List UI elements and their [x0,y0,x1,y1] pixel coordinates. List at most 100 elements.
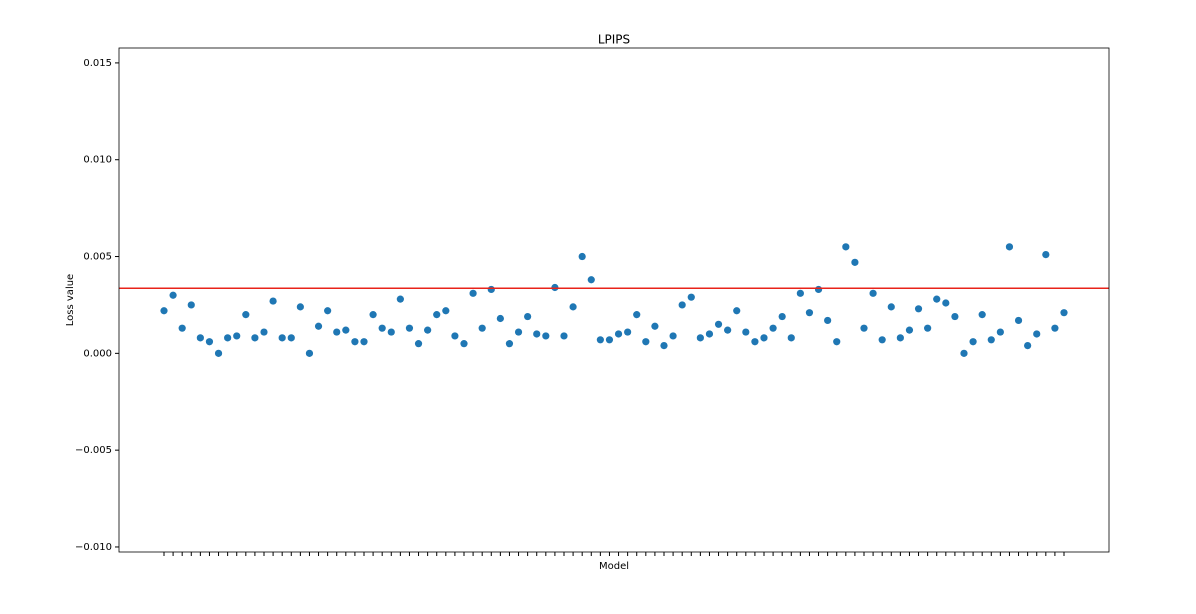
point [769,324,777,332]
point [624,328,632,336]
point [178,324,186,332]
point [896,334,904,342]
point [605,336,614,344]
point [478,324,486,332]
y-tick-label: 0.015 [83,58,112,69]
y-tick-label: −0.005 [75,445,112,456]
point [651,322,659,330]
point [824,316,832,325]
point [451,332,459,340]
point [424,326,432,334]
x-axis-label: Model [599,561,629,572]
point [960,349,968,357]
point [369,311,377,319]
point [260,328,268,336]
point [714,320,723,328]
point [969,338,977,346]
point [678,301,686,309]
point [160,307,168,315]
point [987,336,995,344]
point [705,330,714,338]
y-tick-label: −0.010 [75,542,112,553]
point [696,334,704,342]
point [396,295,404,303]
point [469,289,477,297]
y-tick-label: 0.010 [83,155,112,166]
point [387,328,395,336]
point [351,338,359,346]
point [1014,316,1023,325]
point [1060,309,1068,317]
y-axis-label: Loss value [65,274,76,326]
point [496,314,504,323]
point [951,312,959,321]
point [314,322,323,330]
y-tick-label: 0.000 [83,348,112,359]
chart-title: LPIPS [598,33,630,47]
point [742,328,750,336]
point [1042,250,1050,259]
point [642,338,650,346]
point [333,328,341,336]
point [305,349,314,357]
point [278,334,286,342]
point [878,336,886,344]
point [460,340,468,348]
point [805,309,814,317]
point [778,312,786,321]
point [669,332,677,340]
point [551,283,559,292]
point [978,311,986,319]
point [196,334,204,342]
point [578,252,586,261]
point [542,332,550,340]
point [169,291,177,299]
point [914,305,923,313]
point [324,307,332,315]
point [187,301,195,309]
point [560,332,568,340]
point [287,334,295,342]
point [614,330,623,338]
point [596,336,604,344]
point [724,326,732,334]
point [524,312,532,321]
point [1024,341,1032,350]
point [251,334,259,342]
point [533,330,541,338]
point [924,324,932,332]
point [1051,324,1059,332]
point [796,289,804,297]
point [660,341,668,350]
point [842,243,850,251]
point [1005,243,1014,251]
point [296,303,304,311]
point [833,338,841,346]
point [405,324,414,332]
point [514,328,523,336]
point [587,276,595,284]
point [433,311,441,319]
point [996,328,1004,336]
point [269,297,277,305]
point [214,349,223,357]
point [787,334,795,342]
point [487,285,495,294]
point [869,289,877,297]
point [242,311,250,319]
point [887,303,895,311]
point [569,303,577,311]
point [942,299,950,307]
point [633,311,641,319]
point [905,326,914,334]
point [933,295,941,303]
plot-frame [118,47,1110,553]
point [224,334,232,342]
point [751,338,759,346]
point [360,338,368,346]
point [442,307,450,315]
point [814,285,823,294]
point [860,324,868,332]
point [378,324,386,332]
